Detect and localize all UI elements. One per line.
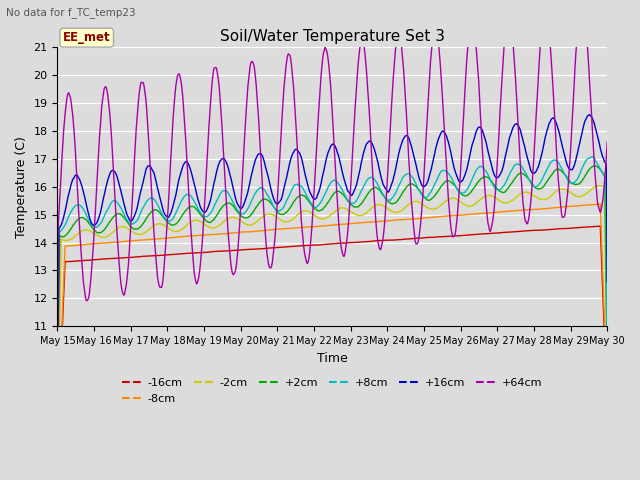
-16cm bbox=[596, 223, 604, 229]
-16cm bbox=[205, 249, 212, 255]
-8cm bbox=[63, 243, 71, 249]
-8cm bbox=[176, 234, 184, 240]
Line: +16cm: +16cm bbox=[58, 115, 607, 432]
+16cm bbox=[586, 112, 593, 118]
-8cm bbox=[604, 394, 611, 400]
-8cm bbox=[596, 201, 604, 207]
+64cm bbox=[415, 233, 423, 239]
-16cm bbox=[415, 235, 423, 241]
+2cm bbox=[205, 219, 212, 225]
+16cm bbox=[63, 197, 71, 203]
-16cm bbox=[399, 237, 407, 242]
+64cm bbox=[579, 0, 586, 5]
-8cm bbox=[54, 437, 61, 443]
+8cm bbox=[120, 211, 128, 217]
Title: Soil/Water Temperature Set 3: Soil/Water Temperature Set 3 bbox=[220, 29, 445, 44]
-2cm bbox=[63, 238, 71, 243]
+64cm bbox=[120, 292, 128, 298]
Line: +2cm: +2cm bbox=[58, 166, 607, 406]
+64cm bbox=[399, 60, 407, 66]
+64cm bbox=[54, 431, 61, 436]
+16cm bbox=[415, 175, 423, 181]
-8cm bbox=[120, 239, 128, 244]
-2cm bbox=[120, 224, 128, 230]
+16cm bbox=[604, 279, 611, 285]
-2cm bbox=[54, 433, 61, 439]
+8cm bbox=[589, 154, 596, 160]
-8cm bbox=[205, 232, 212, 238]
-16cm bbox=[63, 259, 71, 264]
Line: +64cm: +64cm bbox=[58, 2, 607, 433]
-16cm bbox=[120, 255, 128, 261]
+16cm bbox=[205, 203, 212, 208]
-2cm bbox=[399, 207, 407, 213]
-16cm bbox=[604, 407, 611, 412]
Y-axis label: Temperature (C): Temperature (C) bbox=[15, 136, 28, 238]
Text: No data for f_TC_temp23: No data for f_TC_temp23 bbox=[6, 7, 136, 18]
+8cm bbox=[63, 216, 71, 222]
+16cm bbox=[54, 429, 61, 435]
-16cm bbox=[176, 251, 184, 257]
+64cm bbox=[205, 125, 212, 131]
+2cm bbox=[63, 231, 71, 237]
Text: EE_met: EE_met bbox=[63, 31, 111, 44]
+64cm bbox=[176, 72, 184, 78]
+2cm bbox=[415, 187, 423, 193]
+16cm bbox=[176, 174, 184, 180]
Line: -8cm: -8cm bbox=[58, 204, 607, 440]
+2cm bbox=[590, 163, 598, 169]
-2cm bbox=[176, 228, 184, 233]
+2cm bbox=[54, 403, 61, 408]
+8cm bbox=[604, 358, 611, 363]
+64cm bbox=[63, 93, 71, 98]
-2cm bbox=[205, 224, 212, 230]
-16cm bbox=[54, 445, 61, 451]
+8cm bbox=[399, 174, 407, 180]
+2cm bbox=[120, 215, 128, 220]
+8cm bbox=[205, 212, 212, 218]
Legend: -16cm, -8cm, -2cm, +2cm, +8cm, +16cm, +64cm: -16cm, -8cm, -2cm, +2cm, +8cm, +16cm, +6… bbox=[118, 374, 547, 408]
+8cm bbox=[415, 188, 423, 193]
Line: +8cm: +8cm bbox=[58, 157, 607, 393]
-8cm bbox=[415, 216, 423, 221]
+64cm bbox=[604, 139, 611, 145]
-2cm bbox=[415, 199, 423, 205]
+8cm bbox=[176, 202, 184, 207]
+8cm bbox=[54, 390, 61, 396]
+2cm bbox=[176, 216, 184, 222]
-2cm bbox=[604, 363, 611, 369]
X-axis label: Time: Time bbox=[317, 352, 348, 365]
Line: -2cm: -2cm bbox=[58, 186, 607, 436]
+16cm bbox=[120, 201, 128, 206]
+2cm bbox=[399, 189, 407, 195]
Line: -16cm: -16cm bbox=[58, 226, 607, 448]
-2cm bbox=[595, 183, 603, 189]
+16cm bbox=[399, 137, 407, 143]
+2cm bbox=[604, 370, 611, 376]
-8cm bbox=[399, 216, 407, 222]
